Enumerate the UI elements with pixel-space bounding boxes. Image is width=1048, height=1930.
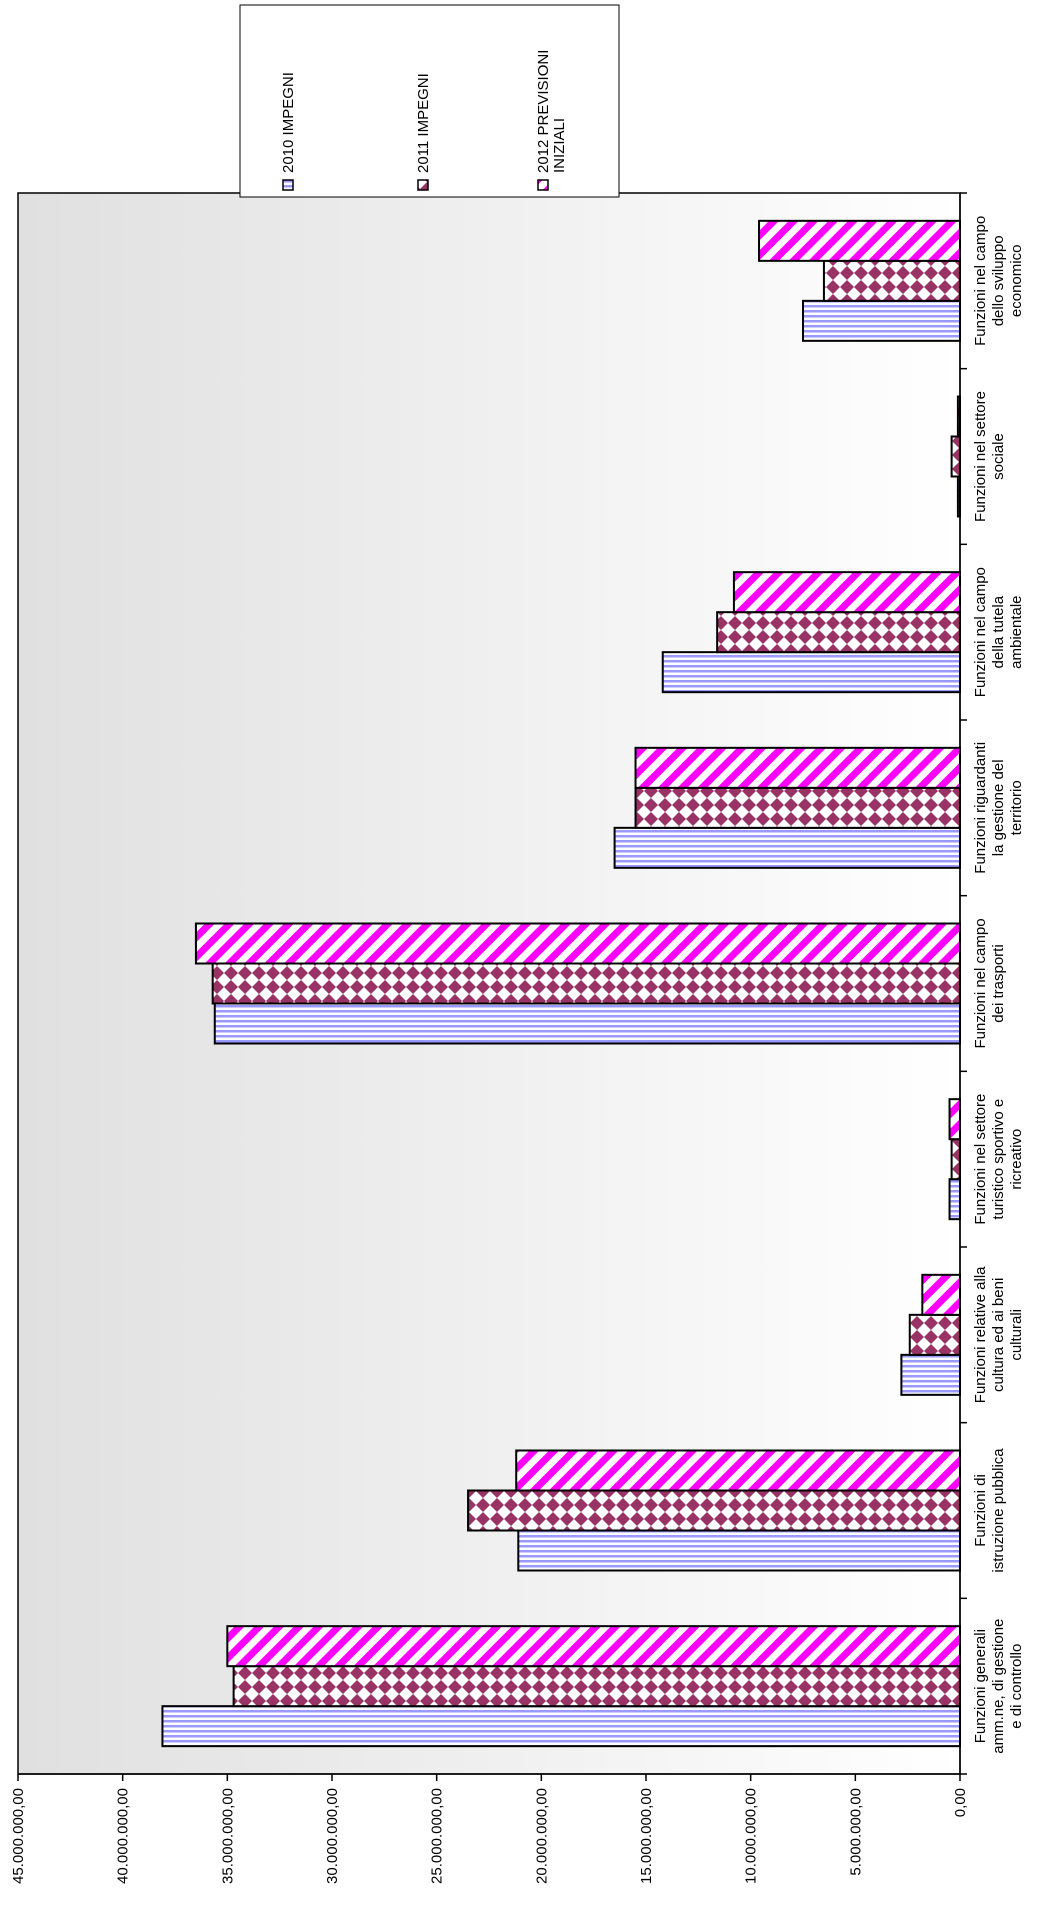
value-tick-label: 10.000.000,00: [743, 1788, 760, 1884]
bar-s1-c2: [517, 1529, 961, 1572]
bar-s2-c7: [716, 611, 961, 654]
bar-s2-c3: [908, 1313, 962, 1356]
category-label-4: Funzioni nel settoreturistico sportivo e…: [972, 1094, 1025, 1225]
category-label-3: Funzioni relative allacultura ed ai beni…: [972, 1266, 1025, 1403]
category-label-8: Funzioni nel settoresociale: [972, 391, 1007, 522]
bar-s1-c9: [802, 299, 961, 342]
legend-label-1: 2010 IMPEGNI: [280, 72, 297, 173]
category-label-2: Funzioni diistruzione pubblica: [972, 1448, 1007, 1573]
bar-s1-c6: [613, 826, 961, 869]
bar-s2-c1: [232, 1665, 961, 1708]
value-tick-label: 0,00: [952, 1788, 969, 1817]
category-label-1: Funzioni generaliamm.ne, di gestionee di…: [972, 1619, 1025, 1754]
bar-s2-c9: [822, 259, 962, 302]
bar-s1-c5: [213, 1002, 962, 1045]
bars: [161, 219, 962, 1748]
bar-s2-c4: [950, 1138, 961, 1181]
value-tick-label: 40.000.000,00: [115, 1788, 132, 1884]
value-tick-label: 5.000.000,00: [847, 1788, 864, 1876]
bar-s3-c5: [194, 922, 961, 965]
bar-s3-c3: [921, 1273, 962, 1316]
bar-s3-c6: [634, 746, 961, 789]
bar-s2-c5: [211, 962, 961, 1005]
category-label-5: Funzioni nel campodei trasporti: [972, 918, 1007, 1048]
legend-label-2: 2011 IMPEGNI: [415, 73, 432, 173]
value-tick-label: 45.000.000,00: [10, 1788, 27, 1884]
category-label-7: Funzioni nel campodella tutelaambientale: [972, 567, 1025, 697]
bar-s2-c8: [950, 435, 961, 478]
legend: 2010 IMPEGNI 2011 IMPEGNI 2012 PREVISIONII…: [239, 4, 620, 198]
bar-s3-c4: [948, 1098, 961, 1141]
legend-box: [239, 4, 620, 198]
bar-s2-c6: [634, 786, 961, 829]
legend-swatch-3: [537, 179, 549, 191]
bar-s1-c3: [900, 1353, 961, 1396]
value-tick-label: 30.000.000,00: [324, 1788, 341, 1884]
legend-swatch-2: [417, 179, 429, 191]
legend-swatch-1: [282, 179, 294, 191]
bar-s3-c9: [758, 219, 961, 262]
bar-s1-c1: [161, 1705, 961, 1748]
bar-s3-c1: [226, 1625, 962, 1668]
legend-label-3: 2012 PREVISIONIINIZIALI: [535, 50, 568, 173]
value-tick-label: 35.000.000,00: [219, 1788, 236, 1884]
category-labels: Funzioni generaliamm.ne, di gestionee di…: [960, 192, 1025, 1775]
category-label-6: Funzioni riguardantila gestione delterri…: [972, 742, 1025, 874]
bar-s3-c7: [732, 571, 961, 614]
bar-s3-c2: [515, 1449, 961, 1492]
value-axis: 0,00 5.000.000,00 10.000.000,00 15.000.000,…: [10, 193, 969, 1884]
bar-s1-c4: [948, 1178, 961, 1221]
value-tick-label: 15.000.000,00: [638, 1788, 655, 1884]
value-tick-label: 20.000.000,00: [533, 1788, 550, 1884]
value-tick-label: 25.000.000,00: [429, 1788, 446, 1884]
category-label-9: Funzioni nel campodello sviluppoeconomic…: [972, 216, 1025, 346]
bar-s2-c2: [467, 1489, 961, 1532]
bar-s1-c7: [661, 651, 961, 694]
